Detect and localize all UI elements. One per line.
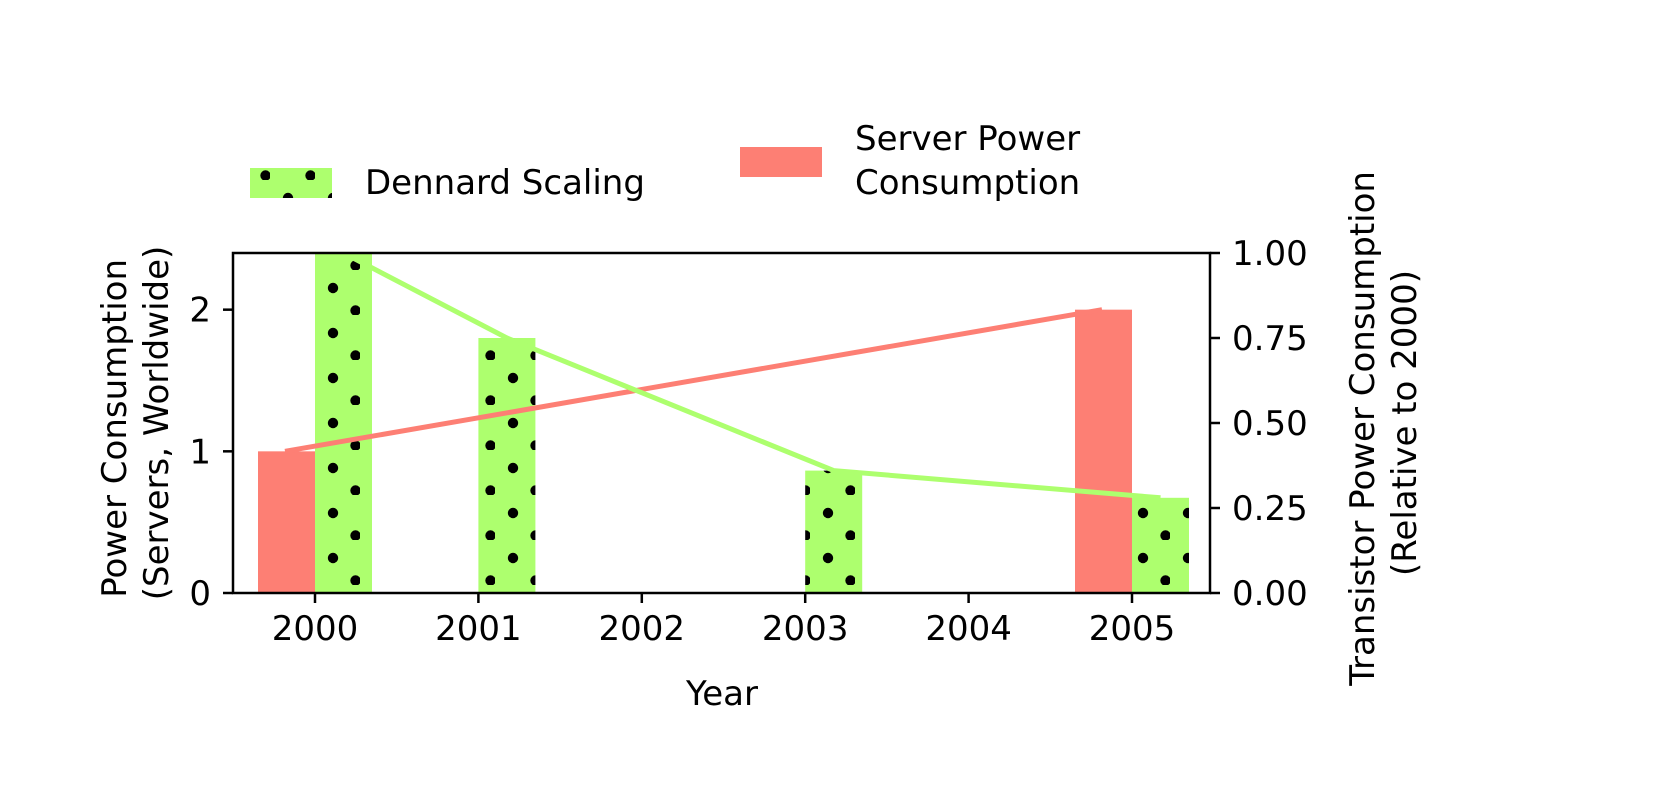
y-axis-title-line-1: Power Consumption bbox=[95, 259, 135, 598]
legend-item-server-power-consumption: Server Power Consumption bbox=[740, 119, 1091, 203]
y2-axis-title: Transistor Power Consumption (Relative t… bbox=[1343, 160, 1425, 687]
y-axis-title-line-2: (Servers, Worldwide) bbox=[137, 246, 177, 601]
bar-dennard-scaling bbox=[478, 338, 536, 593]
x-tick-label: 2001 bbox=[435, 609, 522, 649]
y-tick-label: 0 bbox=[189, 574, 211, 614]
legend-label-server-line-1: Server Power bbox=[855, 119, 1080, 159]
y2-tick-label: 0.00 bbox=[1232, 574, 1308, 614]
line-dennard-scaling bbox=[342, 253, 1161, 501]
x-tick-label: 2000 bbox=[272, 609, 359, 649]
legend: Dennard Scaling Server Power Consumption bbox=[250, 119, 1091, 203]
legend-item-dennard-scaling: Dennard Scaling bbox=[250, 163, 645, 203]
y2-axis-title-line-2: (Relative to 2000) bbox=[1385, 270, 1425, 576]
y-axis-title: Power Consumption (Servers, Worldwide) bbox=[95, 246, 177, 601]
x-tick-label: 2004 bbox=[925, 609, 1012, 649]
bar-dennard-scaling bbox=[315, 253, 372, 593]
bar-server-power-consumption bbox=[1075, 309, 1132, 593]
legend-swatch-dennard-scaling bbox=[250, 168, 332, 198]
legend-label-server-power-consumption: Server Power Consumption bbox=[855, 119, 1091, 203]
x-tick-label: 2003 bbox=[762, 609, 849, 649]
line-server-power-consumption bbox=[284, 307, 1103, 454]
x-tick-label: 2002 bbox=[599, 609, 686, 649]
x-tick-label: 2005 bbox=[1089, 609, 1176, 649]
bars-layer bbox=[258, 253, 1189, 593]
y-tick-label: 1 bbox=[189, 432, 211, 472]
y-axis-right: 0.00 0.25 0.50 0.75 1.00 bbox=[1210, 234, 1308, 614]
y2-tick-label: 0.25 bbox=[1232, 489, 1308, 529]
x-axis-title: Year bbox=[685, 674, 758, 714]
y2-tick-label: 1.00 bbox=[1232, 234, 1308, 274]
y2-axis-title-line-1: Transistor Power Consumption bbox=[1343, 171, 1383, 687]
y2-tick-label: 0.75 bbox=[1232, 319, 1308, 359]
y-axis-left: 0 1 2 bbox=[189, 291, 233, 614]
bar-dennard-scaling bbox=[805, 470, 863, 593]
bar-server-power-consumption bbox=[258, 451, 315, 593]
legend-label-dennard-scaling: Dennard Scaling bbox=[365, 163, 645, 203]
legend-label-server-line-2: Consumption bbox=[855, 163, 1080, 203]
y-tick-label: 2 bbox=[189, 291, 211, 331]
legend-swatch-server-power-consumption bbox=[740, 147, 822, 177]
bar-dennard-scaling bbox=[1132, 497, 1189, 593]
y2-tick-label: 0.50 bbox=[1232, 404, 1308, 444]
x-axis: 2000 2001 2002 2003 2004 2005 bbox=[272, 593, 1176, 649]
lines-layer bbox=[284, 253, 1161, 501]
